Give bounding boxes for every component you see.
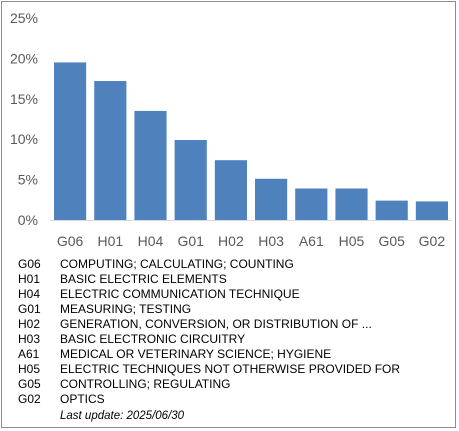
bar-g02 [415,201,448,220]
bar-h01 [94,81,127,220]
bar-g01 [174,140,207,220]
legend-description: MEASURING; TESTING [60,302,192,316]
y-axis: 0% 5% 10% 15% 20% 25% [10,10,38,228]
legend-code: H04 [18,287,41,301]
last-update-text: Last update: 2025/06/30 [60,410,185,422]
bar-h03 [255,178,288,220]
legend-description: CONTROLLING; REGULATING [60,377,231,391]
legend-code: G06 [18,257,41,271]
legend-code: H02 [18,317,41,331]
bars [54,62,448,220]
y-tick-label: 15% [10,91,38,107]
legend-row: G06 COMPUTING; CALCULATING; COUNTING [18,257,448,272]
legend-code: A61 [18,347,40,361]
y-tick-label: 5% [18,172,38,188]
legend-row: H05 ELECTRIC TECHNIQUES NOT OTHERWISE PRO… [18,362,448,377]
y-tick-label: 20% [10,50,38,66]
y-tick-label: 10% [10,131,38,147]
legend-description: MEDICAL OR VETERINARY SCIENCE; HYGIENE [60,347,332,361]
legend-row: G01 MEASURING; TESTING [18,302,448,317]
y-tick-label: 0% [18,212,38,228]
bar-g06 [54,62,87,220]
legend-code: G01 [18,302,41,316]
legend-description: ELECTRIC TECHNIQUES NOT OTHERWISE PROVID… [60,362,401,376]
legend-row: H04 ELECTRIC COMMUNICATION TECHNIQUE [18,287,448,302]
legend-row: H03 BASIC ELECTRONIC CIRCUITRY [18,332,448,347]
bar-a61 [295,188,328,220]
legend-description: COMPUTING; CALCULATING; COUNTING [60,257,294,271]
x-tick-label: H05 [339,233,365,249]
x-tick-label: H02 [218,233,244,249]
x-tick-label: G05 [378,233,405,249]
legend-code: H03 [18,332,41,346]
x-tick-label: A61 [299,233,324,249]
x-tick-label: G06 [57,233,84,249]
bar-h04 [134,110,167,220]
legend-code: G02 [18,392,41,406]
bar-g05 [375,200,408,220]
y-tick-label: 25% [10,10,38,26]
legend-row: A61 MEDICAL OR VETERINARY SCIENCE; HYGIEN… [18,347,448,362]
legend-code: H01 [18,272,41,286]
legend-code: G05 [18,377,41,391]
legend-description: BASIC ELECTRIC ELEMENTS [60,272,227,286]
x-tick-label: H04 [138,233,164,249]
bar-h02 [214,160,247,220]
legend-code: H05 [18,362,41,376]
legend-row: H02 GENERATION, CONVERSION, OR DISTRIBUTI… [18,317,448,332]
x-axis: G06 H01 H04 G01 H02 H03 A61 H05 G05 G02 [57,233,445,249]
legend-row: G05 CONTROLLING; REGULATING [18,377,448,392]
x-tick-label: G01 [177,233,204,249]
legend-description: ELECTRIC COMMUNICATION TECHNIQUE [60,287,300,301]
x-tick-label: G02 [419,233,446,249]
legend-description: GENERATION, CONVERSION, OR DISTRIBUTION … [60,317,372,331]
bar-h05 [335,188,368,220]
legend-description: OPTICS [60,392,105,406]
x-tick-label: H03 [258,233,284,249]
category-legend: G06 COMPUTING; CALCULATING; COUNTING H01 BA… [18,257,448,407]
legend-row: G02 OPTICS [18,392,448,407]
legend-description: BASIC ELECTRONIC CIRCUITRY [60,332,246,346]
legend-row: H01 BASIC ELECTRIC ELEMENTS [18,272,448,287]
x-tick-label: H01 [97,233,123,249]
bar-chart: 0% 5% 10% 15% 20% 25% G06 H01 H04 G01 H02 H03 A61 H0… [10,10,452,249]
